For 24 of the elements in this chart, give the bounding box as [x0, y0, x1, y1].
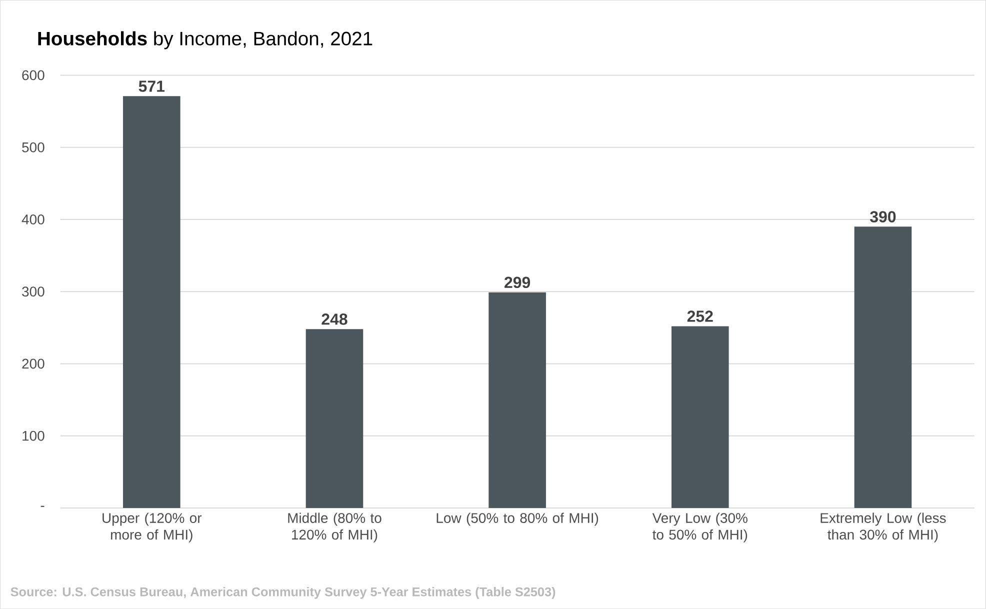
source-note: Source: U.S. Census Bureau, American Community Survey 5-Year Estimates (Table S2503) [10, 586, 556, 599]
bar [854, 226, 912, 508]
y-tick-label: - [40, 506, 44, 507]
y-tick-label: 600 [22, 70, 44, 80]
data-label: 390 [870, 210, 896, 222]
y-tick-label: 200 [22, 358, 44, 369]
bar [488, 292, 546, 508]
data-label: 248 [322, 313, 348, 325]
x-tick-label: Very Low (30% to 50% of MHI) [652, 512, 748, 542]
data-label: 571 [138, 80, 165, 92]
chart-title: Households by Income, Bandon, 2021 [38, 31, 372, 50]
y-tick-label: 100 [22, 430, 44, 441]
x-tick-label: Upper (120% or more of MHI) [102, 512, 202, 542]
bar [672, 326, 729, 508]
data-label: 252 [687, 310, 713, 322]
x-tick-label: Low (50% to 80% of MHI) [436, 512, 598, 526]
y-tick-label: 500 [22, 142, 44, 152]
bar [306, 329, 364, 508]
x-tick-label: Middle (80% to 120% of MHI) [288, 512, 382, 542]
y-tick-label: 400 [22, 214, 44, 224]
bar [123, 96, 180, 508]
data-label: 299 [504, 276, 530, 288]
y-tick-label: 300 [22, 286, 44, 296]
x-tick-label: Extremely Low (less than 30% of MHI) [820, 512, 946, 542]
